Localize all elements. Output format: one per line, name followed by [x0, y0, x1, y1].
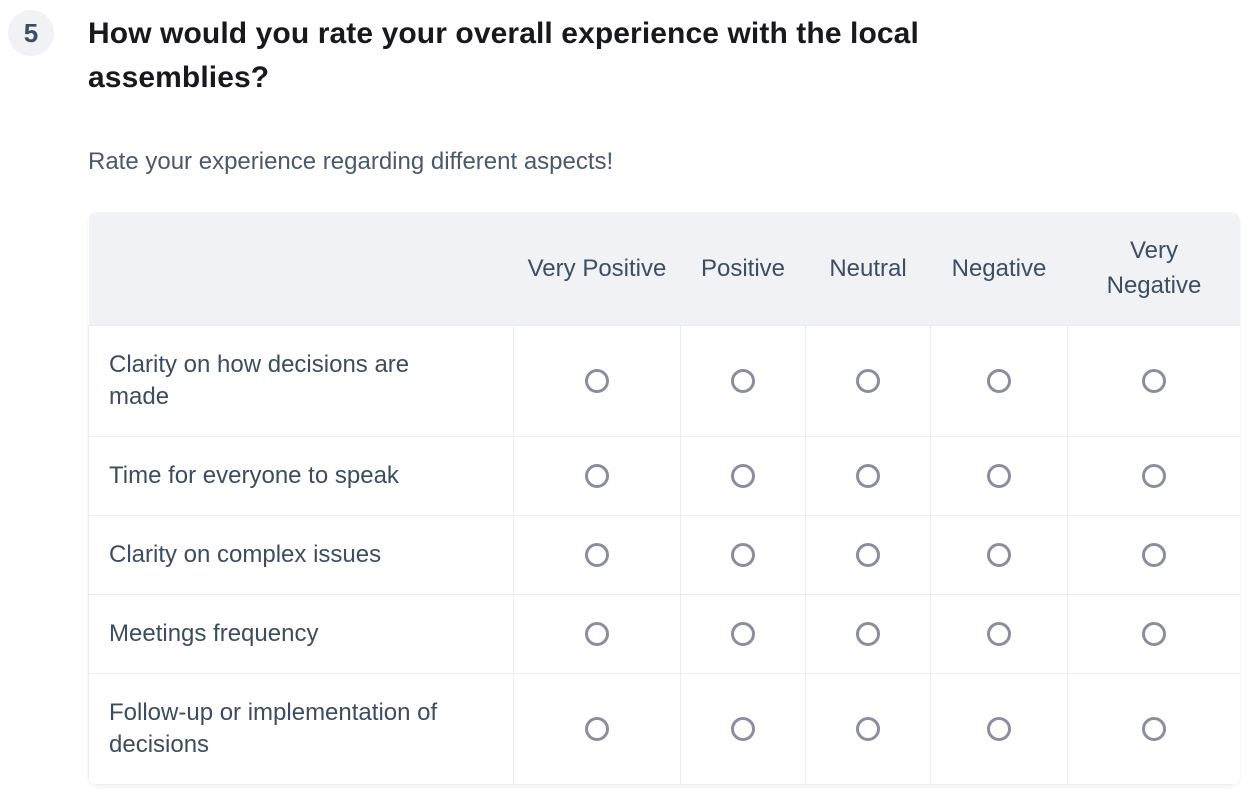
radio-r3-neutral[interactable]	[856, 622, 880, 647]
cell-r3-c4	[1067, 593, 1240, 674]
matrix-table-container: Very Positive Positive Neutral Negative …	[88, 212, 1240, 785]
cell-r4-c4	[1067, 672, 1240, 785]
cell-r1-c0	[513, 435, 681, 516]
cell-r1-c2	[805, 435, 931, 516]
cell-r3-c3	[930, 593, 1068, 674]
cell-r3-c0	[513, 593, 681, 674]
radio-r4-neutral[interactable]	[856, 717, 880, 742]
cell-r2-c1	[680, 514, 806, 595]
row-label-time-to-speak: Time for everyone to speak	[88, 435, 514, 516]
radio-r4-negative[interactable]	[987, 717, 1011, 742]
cell-r4-c3	[930, 672, 1068, 785]
radio-r3-very-negative[interactable]	[1142, 622, 1166, 647]
row-label-follow-up: Follow-up or implementation of decisions	[88, 672, 514, 785]
radio-r4-very-negative[interactable]	[1142, 717, 1166, 742]
column-header-negative: Negative	[930, 212, 1068, 325]
cell-r2-c0	[513, 514, 681, 595]
matrix-corner-cell	[88, 212, 514, 325]
radio-r1-negative[interactable]	[987, 464, 1011, 489]
radio-r1-very-positive[interactable]	[585, 464, 609, 489]
cell-r0-c1	[680, 324, 806, 437]
table-row: Meetings frequency	[88, 593, 1240, 674]
column-header-positive: Positive	[680, 212, 806, 325]
radio-r0-negative[interactable]	[987, 369, 1011, 394]
row-label-meetings-frequency: Meetings frequency	[88, 593, 514, 674]
cell-r0-c2	[805, 324, 931, 437]
radio-r1-neutral[interactable]	[856, 464, 880, 489]
radio-r2-positive[interactable]	[731, 543, 755, 568]
question-subtitle: Rate your experience regarding different…	[88, 148, 614, 175]
cell-r0-c3	[930, 324, 1068, 437]
survey-question-page: 5 How would you rate your overall experi…	[8, 10, 1240, 785]
radio-r3-positive[interactable]	[731, 622, 755, 647]
radio-r0-very-positive[interactable]	[585, 369, 609, 394]
row-label-clarity-decisions: Clarity on how decisions are made	[88, 324, 514, 437]
cell-r1-c3	[930, 435, 1068, 516]
radio-r3-very-positive[interactable]	[585, 622, 609, 647]
row-label-clarity-complex-issues: Clarity on complex issues	[88, 514, 514, 595]
column-header-very-negative: Very Negative	[1067, 212, 1240, 325]
cell-r4-c0	[513, 672, 681, 785]
table-row: Clarity on complex issues	[88, 514, 1240, 595]
table-row: Clarity on how decisions are made	[88, 324, 1240, 437]
radio-r4-positive[interactable]	[731, 717, 755, 742]
question-number-badge: 5	[8, 10, 54, 56]
matrix-header-row: Very Positive Positive Neutral Negative …	[88, 212, 1240, 325]
radio-r0-neutral[interactable]	[856, 369, 880, 394]
radio-r0-positive[interactable]	[731, 369, 755, 394]
radio-r4-very-positive[interactable]	[585, 717, 609, 742]
cell-r2-c3	[930, 514, 1068, 595]
cell-r0-c4	[1067, 324, 1240, 437]
matrix-table: Very Positive Positive Neutral Negative …	[88, 212, 1240, 785]
question-number: 5	[23, 17, 39, 48]
table-row: Follow-up or implementation of decisions	[88, 672, 1240, 785]
column-header-neutral: Neutral	[805, 212, 931, 325]
radio-r1-very-negative[interactable]	[1142, 464, 1166, 489]
radio-r2-neutral[interactable]	[856, 543, 880, 568]
cell-r2-c2	[805, 514, 931, 595]
radio-r2-negative[interactable]	[987, 543, 1011, 568]
radio-r3-negative[interactable]	[987, 622, 1011, 647]
cell-r1-c1	[680, 435, 806, 516]
radio-r2-very-positive[interactable]	[585, 543, 609, 568]
radio-r0-very-negative[interactable]	[1142, 369, 1166, 394]
table-row: Time for everyone to speak	[88, 435, 1240, 516]
cell-r3-c2	[805, 593, 931, 674]
radio-r2-very-negative[interactable]	[1142, 543, 1166, 568]
radio-r1-positive[interactable]	[731, 464, 755, 489]
cell-r4-c1	[680, 672, 806, 785]
cell-r4-c2	[805, 672, 931, 785]
cell-r0-c0	[513, 324, 681, 437]
question-title: How would you rate your overall experien…	[88, 17, 919, 94]
cell-r2-c4	[1067, 514, 1240, 595]
cell-r1-c4	[1067, 435, 1240, 516]
column-header-very-positive: Very Positive	[513, 212, 681, 325]
cell-r3-c1	[680, 593, 806, 674]
